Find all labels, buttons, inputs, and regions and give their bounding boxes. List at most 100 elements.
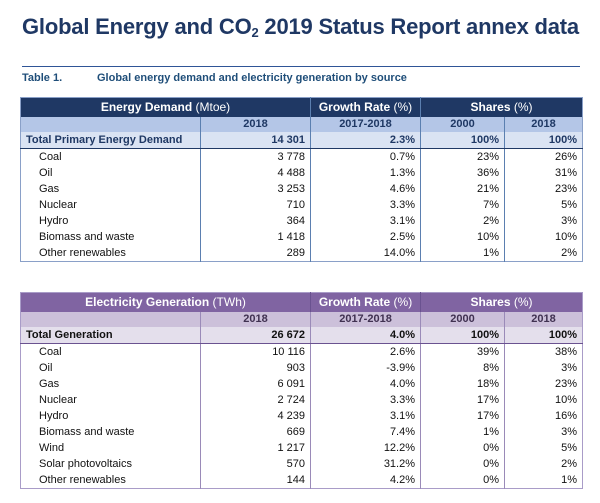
total-row: Total Primary Energy Demand 14 301 2.3% … [20, 132, 583, 149]
table-caption: Table 1. Global energy demand and electr… [22, 72, 580, 88]
table-row: Biomass and waste 669 7.4% 1% 3% [20, 424, 583, 440]
caption-label: Table 1. [22, 72, 63, 84]
row-label: Nuclear [20, 197, 201, 213]
row-share-2018: 100% [504, 327, 583, 344]
electricity-generation-table: Electricity Generation (TWh) Growth Rate… [20, 292, 584, 489]
row-growth: 4.6% [310, 181, 421, 197]
row-value: 10 116 [200, 343, 312, 360]
row-value: 3 253 [200, 181, 311, 197]
row-share-2000: 36% [420, 165, 505, 181]
subheader-share-2000: 2000 [420, 312, 506, 327]
row-growth: 3.1% [310, 408, 422, 424]
row-label: Coal [20, 148, 201, 165]
row-value: 26 672 [200, 327, 312, 344]
row-value: 364 [200, 213, 311, 229]
row-growth: 3.3% [310, 392, 422, 408]
row-value: 3 778 [200, 148, 311, 165]
table-row: Coal 3 778 0.7% 23% 26% [20, 148, 583, 165]
row-share-2018: 26% [554, 151, 577, 163]
row-label: Gas [20, 181, 201, 197]
row-label: Other renewables [20, 472, 201, 489]
row-label: Gas [20, 376, 201, 392]
table-row: Other renewables 144 4.2% 0% 1% [20, 472, 583, 489]
row-share-2018: 31% [554, 167, 577, 179]
table-row: Coal 10 116 2.6% 39% 38% [20, 343, 583, 360]
row-share-2000: 17% [420, 408, 506, 424]
row-label: Oil [20, 360, 201, 376]
row-share-2018: 2% [561, 458, 578, 470]
table-row: Nuclear 710 3.3% 7% 5% [20, 197, 583, 213]
table-row: Solar photovoltaics 570 31.2% 0% 2% [20, 456, 583, 472]
row-share-2018: 23% [554, 378, 578, 390]
row-growth: 1.3% [310, 165, 421, 181]
row-value: 903 [200, 360, 312, 376]
electricity-generation-header: Electricity Generation (TWh) [20, 292, 312, 312]
row-share-2018: 5% [561, 199, 577, 211]
table-row: Other renewables 289 14.0% 1% 2% [20, 245, 583, 262]
row-share-2018: 23% [554, 183, 577, 195]
row-share-2018: 16% [554, 410, 578, 422]
row-growth: 4.0% [310, 376, 422, 392]
total-row: Total Generation 26 672 4.0% 100% 100% [20, 327, 583, 344]
table-subheader-row: 2018 2017-2018 2000 2018 [20, 312, 583, 327]
row-label: Hydro [20, 213, 201, 229]
row-growth: 3.1% [310, 213, 421, 229]
row-share-2000: 7% [420, 197, 505, 213]
row-share-2018: 100% [504, 132, 583, 149]
row-growth: 7.4% [310, 424, 422, 440]
caption-rule [22, 66, 580, 67]
row-share-2000: 17% [420, 392, 506, 408]
row-share-2000: 18% [420, 376, 506, 392]
row-growth: 2.3% [310, 132, 421, 149]
row-growth: 14.0% [310, 245, 421, 262]
row-value: 6 091 [200, 376, 312, 392]
table-row: Wind 1 217 12.2% 0% 5% [20, 440, 583, 456]
table-row: Biomass and waste 1 418 2.5% 10% 10% [20, 229, 583, 245]
row-growth: -3.9% [310, 360, 422, 376]
subheader-share-2018: 2018 [504, 312, 583, 327]
row-share-2000: 1% [420, 245, 505, 262]
row-share-2000: 23% [420, 148, 505, 165]
table-row: Nuclear 2 724 3.3% 17% 10% [20, 392, 583, 408]
shares-header: Shares (%) [420, 97, 583, 117]
row-value: 289 [200, 245, 311, 262]
table-row: Gas 3 253 4.6% 21% 23% [20, 181, 583, 197]
subheader-year: 2018 [200, 117, 311, 132]
shares-header: Shares (%) [420, 292, 583, 312]
row-growth: 12.2% [310, 440, 422, 456]
table-header-row: Electricity Generation (TWh) Growth Rate… [20, 292, 583, 312]
subheader-year: 2018 [200, 312, 312, 327]
row-share-2018: 1% [561, 474, 578, 486]
subheader-blank [20, 312, 201, 327]
row-share-2018: 3% [561, 362, 578, 374]
table-subheader-row: 2018 2017-2018 2000 2018 [20, 117, 583, 132]
row-label: Nuclear [20, 392, 201, 408]
subheader-share-2018: 2018 [504, 117, 583, 132]
row-label: Total Generation [20, 327, 201, 344]
row-label: Oil [20, 165, 201, 181]
row-share-2018: 10% [554, 231, 577, 243]
caption-text: Global energy demand and electricity gen… [97, 72, 407, 84]
growth-rate-header: Growth Rate (%) [310, 292, 422, 312]
table-row: Hydro 364 3.1% 2% 3% [20, 213, 583, 229]
row-share-2000: 0% [420, 456, 506, 472]
row-label: Hydro [20, 408, 201, 424]
row-label: Total Primary Energy Demand [20, 132, 201, 149]
row-value: 14 301 [200, 132, 311, 149]
row-share-2000: 21% [420, 181, 505, 197]
row-share-2018: 5% [561, 442, 578, 454]
row-share-2000: 100% [420, 327, 506, 344]
row-share-2000: 39% [420, 343, 506, 360]
row-share-2018: 10% [554, 394, 578, 406]
row-share-2018: 38% [554, 346, 578, 358]
table-row: Oil 903 -3.9% 8% 3% [20, 360, 583, 376]
table-row: Oil 4 488 1.3% 36% 31% [20, 165, 583, 181]
row-value: 4 488 [200, 165, 311, 181]
row-label: Solar photovoltaics [20, 456, 201, 472]
row-growth: 0.7% [310, 148, 421, 165]
row-value: 2 724 [200, 392, 312, 408]
row-share-2000: 0% [420, 472, 506, 489]
row-value: 710 [200, 197, 311, 213]
row-label: Biomass and waste [20, 229, 201, 245]
row-share-2000: 1% [420, 424, 506, 440]
